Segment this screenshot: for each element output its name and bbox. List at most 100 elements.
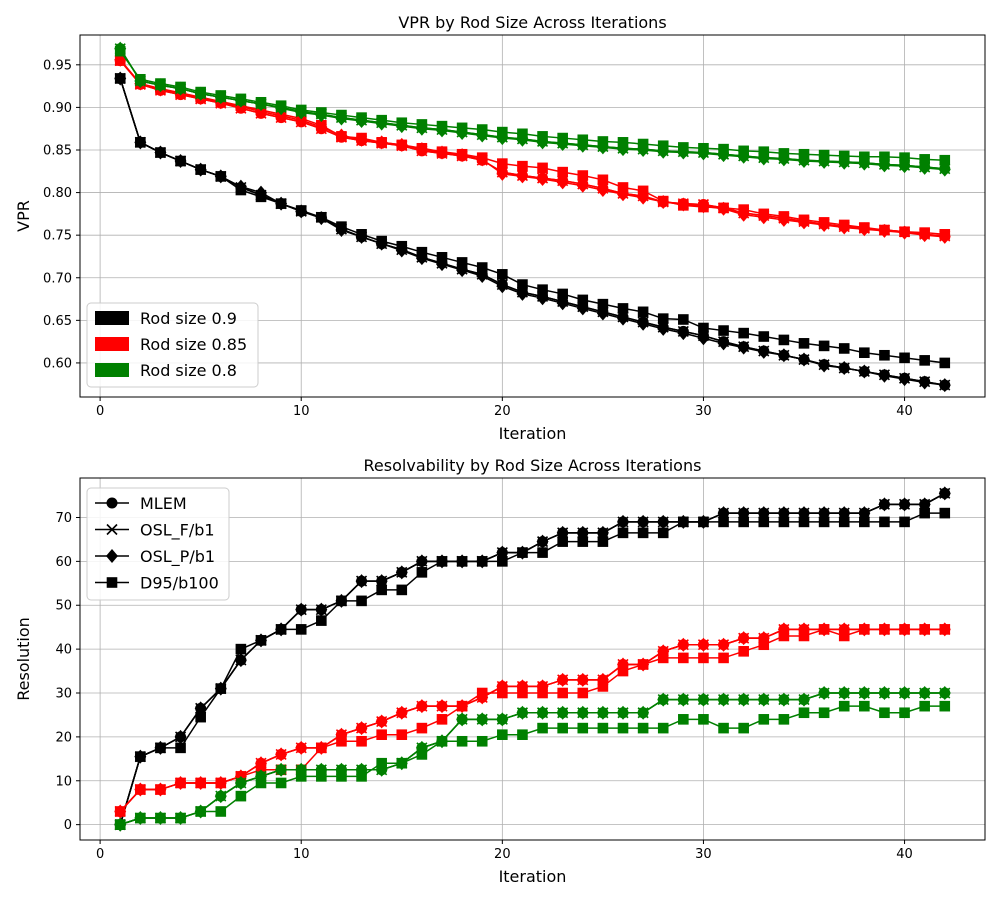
data-point-square: [758, 516, 770, 528]
data-point-diamond: [878, 686, 891, 701]
data-point-diamond: [818, 686, 831, 701]
data-point-square: [295, 104, 307, 116]
data-point-diamond: [174, 729, 187, 744]
data-point-square: [215, 90, 227, 101]
data-point-square: [255, 96, 267, 108]
data-point-square: [416, 142, 428, 154]
data-point-square: [657, 195, 669, 207]
data-point-square: [537, 131, 548, 142]
data-point-square: [919, 624, 930, 635]
data-point-square: [195, 777, 206, 789]
data-point-square: [215, 777, 227, 789]
plot-frame: [79, 34, 986, 398]
data-point-square: [517, 279, 528, 290]
data-point-diamond: [697, 331, 710, 346]
data-point-square: [577, 170, 589, 181]
data-point-square: [155, 784, 166, 795]
data-point-square: [537, 547, 548, 558]
data-point-square: [838, 630, 850, 642]
data-point-diamond: [234, 653, 247, 668]
data-point-square: [859, 516, 870, 528]
x-tick-label: 20: [494, 404, 511, 419]
data-point-square: [939, 357, 951, 369]
data-point-square: [175, 812, 186, 824]
data-point-square: [637, 722, 649, 734]
x-tick-label: 0: [96, 404, 104, 419]
data-point-square: [376, 235, 387, 247]
data-point-diamond: [395, 705, 408, 720]
data-point-square: [798, 214, 810, 226]
data-point-square: [678, 516, 689, 528]
data-point-diamond: [375, 714, 388, 729]
x-axis-label: Iteration: [499, 867, 567, 886]
data-point-square: [195, 711, 206, 723]
data-point-diamond: [536, 534, 549, 549]
y-tick-label: 70: [55, 511, 72, 526]
data-point-square: [135, 784, 146, 795]
data-point-square: [114, 819, 126, 830]
data-point-square: [577, 722, 589, 734]
data-point-square: [316, 771, 327, 782]
y-tick-label: 60: [55, 555, 72, 570]
data-point-square: [718, 325, 729, 336]
data-point-square: [255, 635, 267, 646]
data-point-square: [275, 624, 287, 635]
data-point-square: [235, 93, 247, 105]
chart-title: VPR by Rod Size Across Iterations: [398, 13, 666, 32]
data-point-square: [376, 584, 387, 596]
data-point-square: [597, 536, 609, 547]
data-point-diamond: [556, 296, 569, 311]
data-point-square: [899, 707, 910, 719]
data-point-square: [476, 556, 488, 567]
data-point-diamond: [576, 705, 589, 720]
legend-label: Rod size 0.8: [140, 361, 237, 380]
data-point-square: [798, 338, 810, 349]
data-point-diamond: [737, 631, 750, 646]
data-point-square: [778, 516, 790, 528]
plot-frame: [79, 477, 986, 841]
data-point-square: [818, 217, 830, 228]
data-point-diamond: [898, 686, 911, 701]
data-point-square: [135, 751, 146, 762]
x-tick-label: 40: [896, 847, 913, 862]
legend-label: MLEM: [140, 494, 187, 513]
data-point-square: [255, 777, 267, 789]
data-point-diamond: [938, 378, 951, 393]
data-point-square: [939, 229, 951, 240]
data-point-square: [818, 340, 830, 352]
data-point-square: [436, 556, 448, 567]
data-point-square: [517, 687, 528, 699]
data-point-diamond: [838, 361, 851, 376]
data-point-diamond: [677, 326, 690, 341]
data-point-square: [557, 536, 568, 547]
data-point-square: [497, 687, 508, 699]
data-point-square: [416, 722, 428, 734]
legend-swatch: [95, 363, 129, 377]
data-point-diamond: [878, 497, 891, 512]
data-point-diamond: [576, 178, 589, 193]
data-point-square: [657, 527, 669, 539]
data-point-diamond: [617, 311, 629, 326]
data-point-square: [657, 140, 669, 152]
y-tick-label: 0.80: [43, 186, 72, 201]
data-point-diamond: [496, 279, 509, 294]
data-point-diamond: [637, 705, 650, 720]
data-point-diamond: [355, 721, 368, 736]
data-point-square: [738, 327, 749, 339]
data-point-square: [295, 624, 307, 635]
legend-label: Rod size 0.85: [140, 335, 247, 354]
y-tick-label: 10: [55, 774, 72, 789]
data-point-diamond: [275, 762, 288, 777]
data-point-square: [738, 204, 749, 215]
data-point-square: [316, 211, 327, 223]
data-point-square: [617, 182, 629, 193]
data-point-diamond: [697, 692, 710, 707]
data-point-diamond: [697, 637, 710, 652]
data-point-square: [396, 240, 408, 252]
data-point-square: [356, 771, 367, 782]
legend-marker-square: [106, 577, 118, 588]
series-rod-size-0-9: [114, 486, 951, 832]
data-point-diamond: [737, 340, 750, 355]
data-point-square: [597, 298, 609, 310]
